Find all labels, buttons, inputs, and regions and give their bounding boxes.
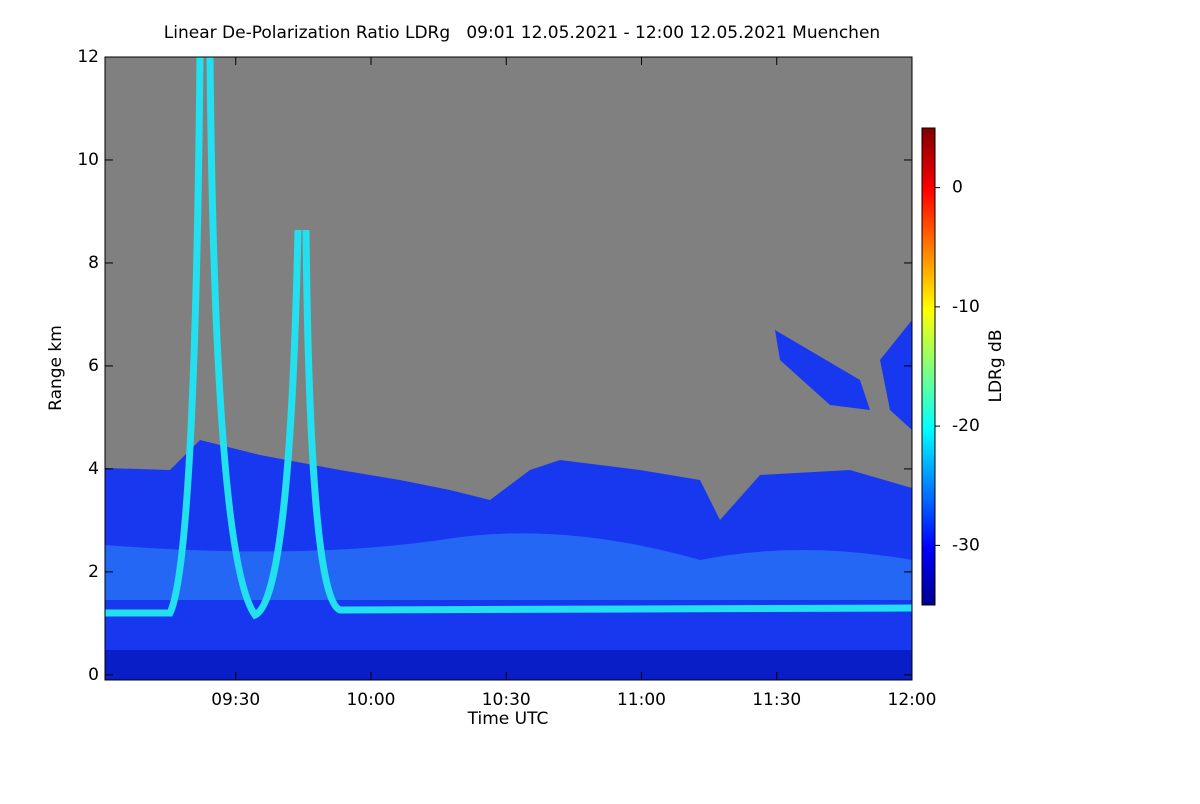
boundary-layer <box>105 533 912 600</box>
colorbar-tick-label: -30 <box>952 535 980 555</box>
x-tick-label: 09:30 <box>211 690 260 710</box>
depolarization-band <box>105 56 913 620</box>
y-tick-label: 4 <box>88 459 99 479</box>
colorbar <box>921 127 936 606</box>
x-tick-label: 11:00 <box>617 690 666 710</box>
y-axis-label: Range km <box>46 325 66 411</box>
colorbar-tick-label: -20 <box>952 416 980 436</box>
cirrus-patch <box>775 320 912 430</box>
near-ground-band <box>105 650 912 680</box>
y-tick-label: 8 <box>88 253 99 273</box>
x-axis-label: Time UTC <box>467 709 549 729</box>
x-tick-label: 11:30 <box>752 690 801 710</box>
y-tick-label: 6 <box>88 356 99 376</box>
colorbar-tick-label: -10 <box>952 297 980 317</box>
chart-title: Linear De-Polarization Ratio LDRg 09:01 … <box>164 23 880 43</box>
x-tick-label: 10:00 <box>346 690 395 710</box>
y-tick-label: 0 <box>88 665 99 685</box>
y-tick-label: 10 <box>77 150 99 170</box>
x-tick-label: 10:30 <box>482 690 531 710</box>
colorbar-tick-label: 0 <box>952 178 963 198</box>
plot-frame <box>104 56 913 681</box>
y-tick-label: 12 <box>77 47 99 67</box>
y-tick-label: 2 <box>88 562 99 582</box>
colorbar-label: LDRg dB <box>986 329 1006 402</box>
heatmap-field <box>105 56 913 680</box>
x-tick-label: 12:00 <box>888 690 937 710</box>
